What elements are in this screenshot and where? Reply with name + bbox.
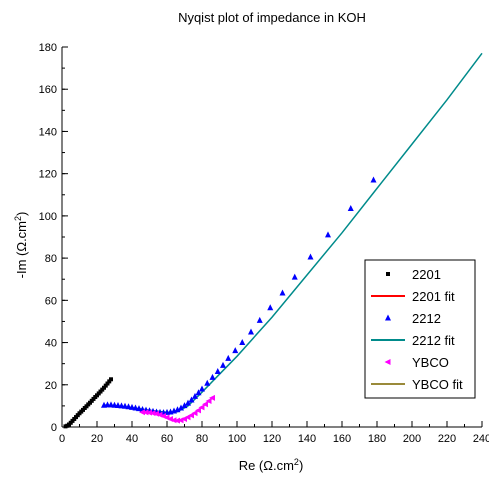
chart-title: Nyqist plot of impedance in KOH — [178, 10, 366, 25]
x-tick-label: 140 — [298, 433, 316, 445]
data-point-2201 — [107, 379, 112, 384]
y-tick-label: 100 — [39, 211, 57, 223]
x-tick-label: 220 — [438, 433, 456, 445]
data-point-2212 — [256, 316, 263, 323]
data-point-2201 — [105, 381, 110, 386]
data-point-2212 — [204, 379, 211, 386]
data-point-2212 — [178, 404, 184, 411]
data-point-2212 — [125, 403, 132, 410]
x-tick-label: 0 — [59, 433, 65, 445]
data-point-2212 — [232, 347, 239, 354]
legend-label-2212-fit: 2212 fit — [412, 333, 455, 348]
y-tick-label: 120 — [39, 169, 57, 181]
x-tick-label: 180 — [368, 433, 386, 445]
x-tick-label: 120 — [263, 433, 281, 445]
x-tick-label: 20 — [91, 433, 103, 445]
x-tick-label: 160 — [333, 433, 351, 445]
data-point-2212 — [174, 406, 181, 413]
x-tick-label: 40 — [126, 433, 138, 445]
x-tick-label: 80 — [196, 433, 208, 445]
data-point-2212 — [185, 399, 191, 406]
x-tick-label: 240 — [473, 433, 489, 445]
y-tick-label: 80 — [45, 253, 57, 265]
legend-box — [364, 259, 476, 399]
legend-swatch-2212 — [385, 314, 391, 321]
axes: 0 20 40 60 80 100 120 140 160 180 200 220 240 0 20 40 60… — [39, 42, 489, 445]
data-point-2212 — [192, 392, 198, 399]
y-tick-label: 0 — [51, 422, 57, 434]
data-point-ybco — [198, 404, 205, 411]
data-point-2212 — [347, 205, 354, 211]
data-point-2212 — [195, 389, 202, 396]
data-point-2212 — [132, 404, 139, 411]
legend-swatch-ybco — [384, 359, 391, 365]
data-point-2212 — [279, 289, 286, 296]
data-point-2212 — [248, 328, 254, 335]
data-point-2201 — [103, 383, 108, 388]
data-point-ybco — [174, 417, 180, 424]
y-tick-label: 20 — [45, 380, 57, 392]
x-tick-label: 60 — [161, 433, 173, 445]
x-axis-label: Re (Ω.cm2) — [239, 457, 304, 473]
data-point-2212 — [225, 354, 232, 361]
data-point-2212 — [370, 176, 377, 183]
x-tick-label: 100 — [228, 433, 246, 445]
data-point-ybco — [191, 410, 198, 417]
legend-label-ybco: YBCO — [412, 355, 449, 370]
data-point-ybco — [209, 394, 215, 401]
y-tick-label: 60 — [45, 295, 57, 307]
data-point-ybco — [146, 409, 152, 416]
legend-label-ybco-fit: YBCO fit — [412, 377, 463, 392]
legend: 2201 2201 fit 2212 2212 fit YBCO YBCO fit — [364, 259, 476, 399]
x-tick-label: 200 — [403, 433, 421, 445]
y-axis-label: -Im (Ω.cm2) — [13, 212, 29, 279]
data-point-2212 — [307, 253, 314, 260]
data-point-ybco — [195, 407, 201, 414]
data-point-2212 — [188, 396, 195, 403]
data-point-2212 — [267, 304, 274, 311]
data-point-ybco — [205, 398, 212, 405]
data-point-ybco — [142, 409, 149, 416]
y-tick-label: 160 — [39, 84, 57, 96]
data-point-2201 — [102, 385, 106, 390]
legend-label-2201: 2201 — [412, 267, 441, 282]
legend-label-2201-fit: 2201 fit — [412, 289, 455, 304]
data-point-2212 — [325, 231, 331, 238]
data-point-ybco — [188, 412, 194, 419]
data-point-2212 — [291, 273, 298, 280]
data-point-2212 — [181, 402, 188, 409]
data-point-2201 — [109, 377, 113, 382]
data-point-ybco — [170, 417, 177, 424]
y-tick-label: 140 — [39, 126, 57, 138]
legend-swatch-2201 — [386, 272, 390, 276]
data-point-2212 — [136, 405, 142, 412]
series-layer — [63, 52, 483, 429]
data-point-2212 — [199, 385, 205, 392]
data-point-ybco — [149, 410, 156, 417]
data-point-2212 — [209, 373, 216, 380]
data-point-ybco — [139, 409, 145, 416]
data-point-2212 — [239, 339, 246, 346]
y-tick-label: 40 — [45, 338, 57, 350]
y-tick-label: 180 — [39, 42, 57, 54]
data-point-2212 — [214, 367, 221, 374]
data-point-ybco — [202, 401, 208, 408]
legend-label-2212: 2212 — [412, 311, 441, 326]
data-point-2212 — [220, 361, 226, 368]
data-point-2212 — [129, 403, 135, 410]
